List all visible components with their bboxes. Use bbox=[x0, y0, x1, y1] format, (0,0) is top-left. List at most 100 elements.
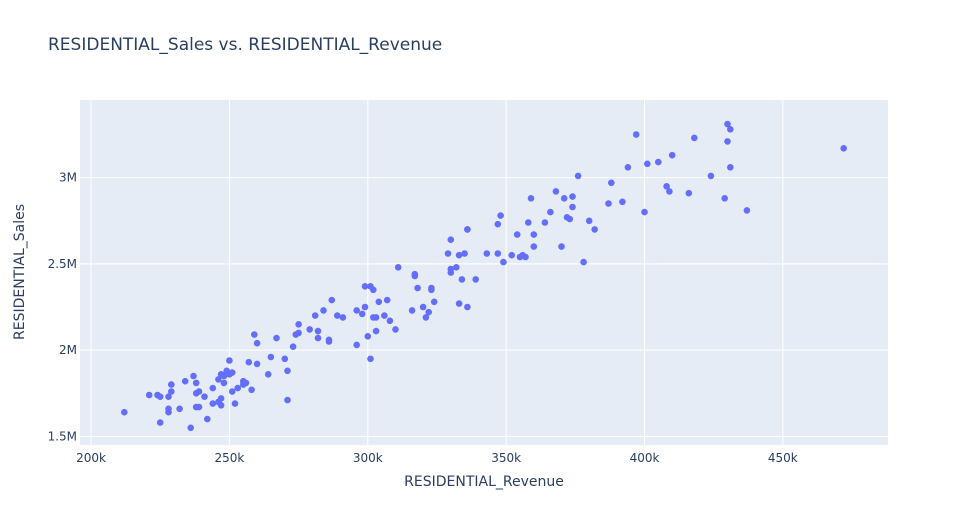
data-point bbox=[176, 405, 183, 413]
y-tick-label: 3M bbox=[59, 171, 77, 185]
data-point bbox=[455, 251, 463, 259]
data-point bbox=[685, 189, 693, 197]
data-point bbox=[641, 208, 648, 216]
data-point bbox=[430, 298, 438, 306]
data-point bbox=[187, 424, 194, 432]
data-point bbox=[530, 231, 538, 238]
data-point bbox=[691, 134, 698, 142]
data-point bbox=[447, 269, 455, 276]
data-point bbox=[156, 393, 164, 401]
data-point bbox=[727, 126, 734, 133]
data-point bbox=[569, 203, 576, 211]
data-point bbox=[192, 379, 200, 387]
data-point bbox=[655, 158, 662, 166]
data-point bbox=[508, 251, 515, 259]
data-point bbox=[580, 258, 587, 266]
data-point bbox=[311, 312, 319, 319]
data-point bbox=[245, 358, 253, 366]
data-point bbox=[217, 402, 225, 409]
data-point bbox=[541, 219, 549, 226]
data-point bbox=[320, 307, 327, 314]
data-point bbox=[472, 276, 480, 283]
data-point bbox=[453, 264, 460, 271]
data-point bbox=[168, 388, 175, 395]
y-gridlines bbox=[80, 177, 888, 437]
data-point bbox=[181, 377, 189, 385]
data-point bbox=[267, 353, 275, 361]
x-tick-labels: 200k 250k 300k 350k 400k 450k bbox=[76, 451, 798, 465]
data-point bbox=[364, 333, 372, 340]
data-point bbox=[608, 179, 615, 187]
data-point bbox=[724, 138, 731, 145]
data-point bbox=[226, 357, 233, 364]
data-point bbox=[840, 145, 847, 152]
data-point bbox=[527, 195, 535, 202]
data-point bbox=[253, 360, 261, 368]
data-point bbox=[483, 250, 491, 257]
data-point bbox=[264, 371, 272, 378]
x-tick-label: 350k bbox=[491, 451, 521, 465]
data-point bbox=[220, 379, 228, 387]
data-point bbox=[168, 381, 175, 388]
data-point bbox=[314, 327, 322, 335]
data-point bbox=[165, 393, 172, 401]
data-point bbox=[204, 415, 211, 423]
data-point bbox=[165, 405, 172, 413]
data-point bbox=[361, 283, 369, 290]
x-tick-label: 400k bbox=[630, 451, 660, 465]
data-point bbox=[228, 369, 236, 376]
data-point bbox=[411, 272, 419, 280]
data-point bbox=[552, 188, 560, 195]
data-point bbox=[215, 376, 222, 383]
data-point bbox=[663, 183, 670, 190]
x-tick-label: 300k bbox=[353, 451, 383, 465]
data-point bbox=[560, 195, 568, 202]
data-point bbox=[289, 343, 297, 351]
data-point bbox=[547, 208, 554, 216]
data-point bbox=[419, 303, 427, 311]
data-point bbox=[314, 334, 322, 342]
data-point bbox=[383, 296, 391, 304]
data-point bbox=[494, 220, 502, 228]
y-tick-label: 2.5M bbox=[48, 257, 77, 271]
data-point bbox=[201, 393, 208, 401]
x-gridlines bbox=[90, 100, 784, 445]
data-point bbox=[273, 334, 280, 342]
data-point bbox=[251, 331, 258, 338]
data-point bbox=[724, 120, 731, 128]
data-point bbox=[358, 310, 366, 318]
data-point bbox=[494, 250, 502, 257]
data-point bbox=[632, 131, 640, 138]
data-point bbox=[372, 327, 380, 335]
y-tick-labels: 1.5M 2M 2.5M 3M bbox=[48, 171, 77, 444]
x-tick-label: 450k bbox=[768, 451, 798, 465]
data-point bbox=[605, 200, 612, 207]
data-point bbox=[461, 250, 468, 257]
data-point bbox=[228, 388, 236, 395]
data-point bbox=[284, 396, 291, 404]
data-point bbox=[209, 384, 217, 392]
data-point bbox=[425, 308, 433, 316]
data-point bbox=[231, 400, 239, 407]
data-point bbox=[190, 372, 197, 380]
data-point bbox=[325, 338, 333, 345]
data-point bbox=[209, 400, 217, 407]
data-point bbox=[284, 367, 291, 375]
y-axis-label: RESIDENTIAL_Sales bbox=[12, 204, 28, 340]
data-point bbox=[353, 341, 361, 349]
data-point bbox=[328, 296, 336, 304]
data-point bbox=[428, 284, 435, 292]
data-point bbox=[574, 172, 582, 180]
data-point bbox=[195, 403, 203, 411]
data-point bbox=[464, 303, 471, 311]
data-point bbox=[585, 217, 593, 225]
data-point bbox=[121, 408, 128, 416]
data-point bbox=[422, 314, 430, 321]
data-points bbox=[121, 120, 847, 432]
data-point bbox=[248, 386, 255, 394]
data-point bbox=[569, 193, 576, 200]
data-point bbox=[217, 395, 225, 402]
data-point bbox=[455, 300, 463, 307]
